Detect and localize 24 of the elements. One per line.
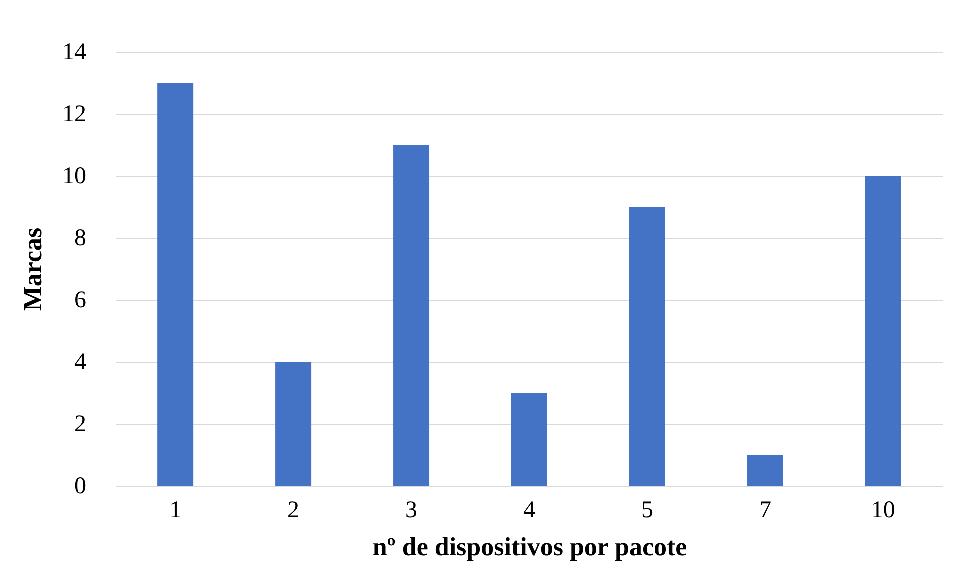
bar	[747, 455, 784, 486]
x-axis-title: nº de dispositivos por pacote	[372, 532, 688, 562]
x-tick-label: 5	[641, 498, 654, 524]
y-tick-label: 0	[74, 474, 86, 500]
bar	[276, 362, 312, 486]
y-tick-label: 12	[62, 102, 86, 128]
y-tick-label: 2	[74, 412, 86, 438]
y-tick-label: 6	[74, 288, 86, 314]
x-tick-label: 2	[288, 498, 300, 524]
x-tick-label: 1	[170, 498, 182, 524]
y-axis-title: Marcas	[18, 228, 48, 312]
bar	[512, 393, 548, 486]
x-tick-label: 3	[406, 498, 418, 524]
bar	[158, 83, 194, 486]
y-tick-label: 4	[74, 350, 86, 376]
bar	[865, 176, 902, 486]
bar	[394, 145, 430, 486]
y-tick-label: 10	[62, 164, 86, 190]
x-tick-label: 10	[871, 498, 896, 524]
y-tick-label: 8	[74, 226, 86, 252]
y-tick-label: 14	[62, 40, 86, 66]
x-tick-label: 4	[524, 498, 536, 524]
x-tick-label: 7	[759, 498, 772, 524]
bar	[629, 207, 666, 486]
